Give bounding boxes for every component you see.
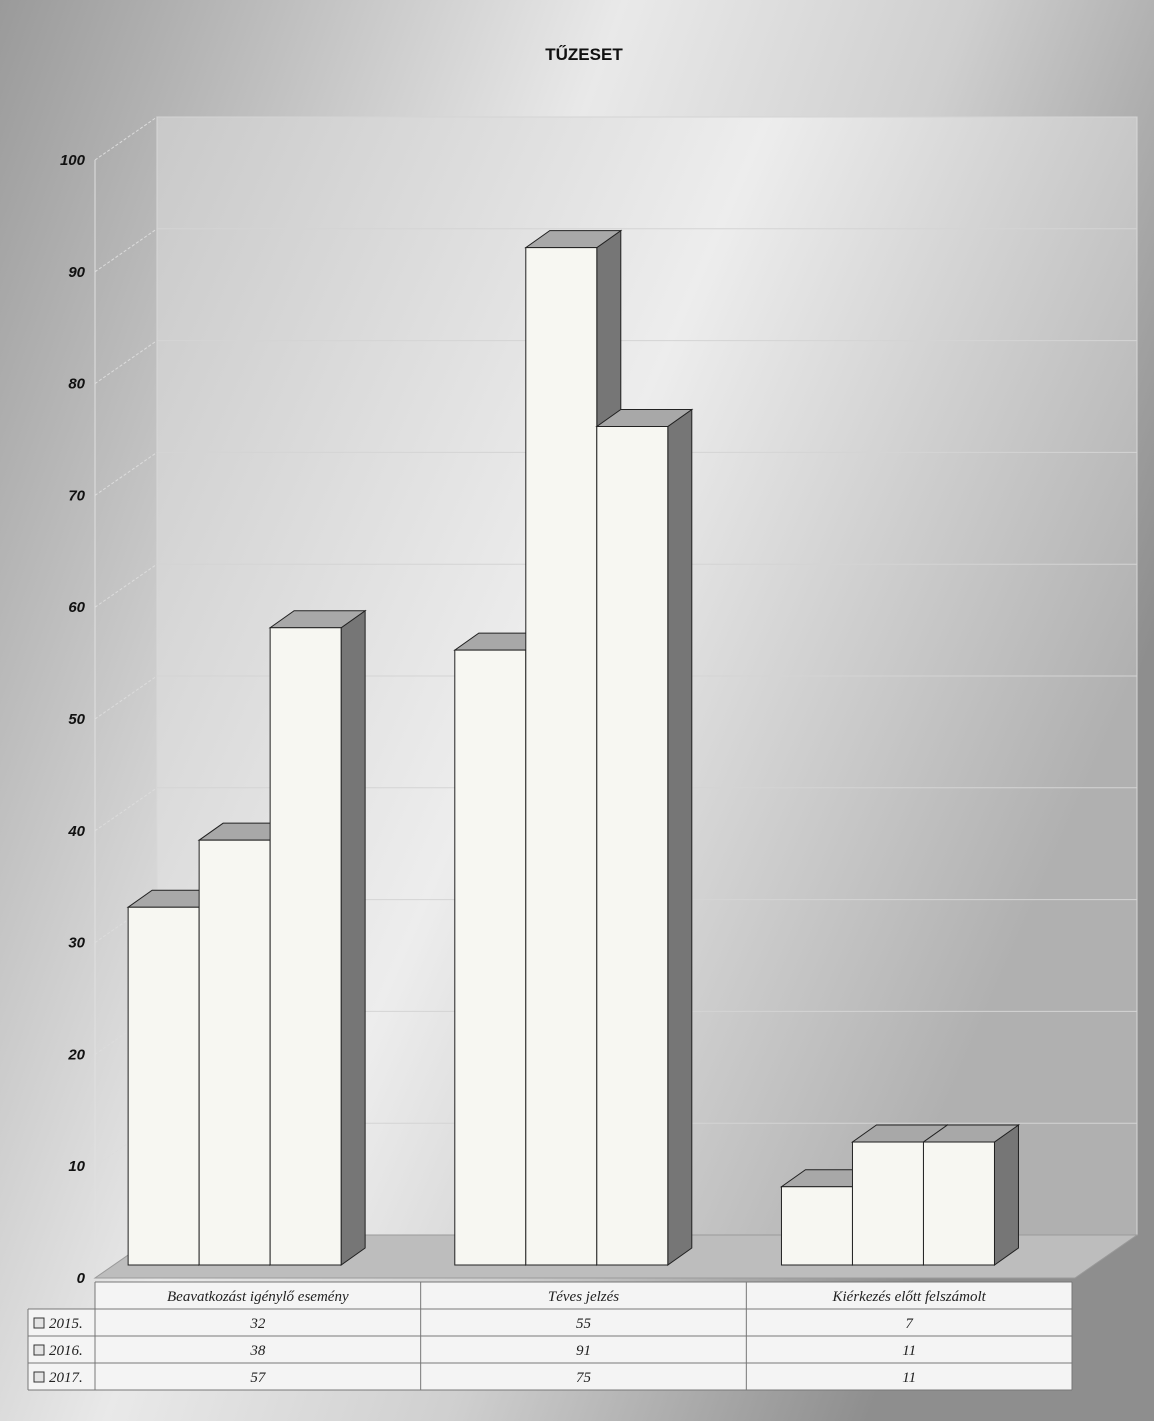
y-tick-label: 90: [68, 264, 85, 281]
bar: [921, 1124, 1021, 1266]
series-label: 2015.: [49, 1316, 83, 1332]
gridline-side: [94, 228, 158, 273]
y-axis: 0 10 20 30 40 50 60 70 80 90 100: [60, 152, 96, 1287]
bar-group: [126, 229, 1021, 1266]
bar-front: [127, 906, 200, 1266]
y-tick-label: 60: [68, 599, 85, 616]
gridline-side: [94, 340, 158, 385]
chart-title: TŰZESET: [545, 45, 623, 64]
bar-front: [525, 247, 598, 1266]
category-label: Beavatkozást igénylő esemény: [167, 1289, 349, 1305]
y-tick-label: 80: [68, 376, 85, 393]
y-tick-label: 50: [68, 711, 85, 728]
bar-front: [596, 426, 669, 1266]
bar-side: [993, 1124, 1019, 1266]
legend-swatch: [33, 1344, 45, 1356]
bar-front: [198, 839, 271, 1266]
table-header-bg: [95, 1282, 1072, 1309]
data-value-label: 55: [576, 1316, 592, 1332]
bar-front: [851, 1141, 924, 1266]
y-tick-label: 40: [67, 823, 85, 840]
bar: [268, 609, 367, 1266]
gridline-side: [94, 563, 158, 608]
gridline-side: [94, 116, 158, 161]
bar-front: [269, 627, 342, 1266]
y-tick-label: 10: [68, 1158, 85, 1175]
data-value-label: 38: [249, 1343, 266, 1359]
y-tick-label: 20: [67, 1046, 85, 1063]
bar-front: [780, 1186, 853, 1266]
data-value-label: 57: [250, 1370, 267, 1386]
data-value-label: 7: [905, 1316, 914, 1332]
bar-front: [922, 1141, 995, 1266]
category-label: Kiérkezés előtt felszámolt: [832, 1289, 987, 1305]
y-tick-label: 0: [77, 1270, 86, 1287]
gridline-side: [94, 675, 158, 720]
data-value-label: 75: [576, 1370, 592, 1386]
bar-side: [340, 609, 366, 1266]
data-value-label: 91: [576, 1343, 591, 1359]
legend-swatch: [33, 1371, 45, 1383]
gridline-side: [94, 451, 158, 496]
data-value-label: 11: [902, 1370, 916, 1386]
category-label: Téves jelzés: [548, 1289, 619, 1305]
legend-swatch: [33, 1317, 45, 1329]
y-tick-label: 100: [60, 152, 86, 169]
series-label: 2017.: [49, 1370, 83, 1386]
y-tick-label: 30: [68, 935, 85, 952]
data-table: Beavatkozást igénylő esemény Téves jelzés…: [27, 1281, 1073, 1391]
bar: [595, 408, 694, 1266]
bar-side: [667, 408, 693, 1266]
y-tick-label: 70: [68, 487, 85, 504]
gridline-side: [94, 787, 158, 832]
data-value-label: 11: [902, 1343, 916, 1359]
table-body-bg: [28, 1309, 1072, 1390]
series-label: 2016.: [49, 1343, 83, 1359]
data-value-label: 32: [249, 1316, 266, 1332]
bar-front: [454, 649, 527, 1266]
